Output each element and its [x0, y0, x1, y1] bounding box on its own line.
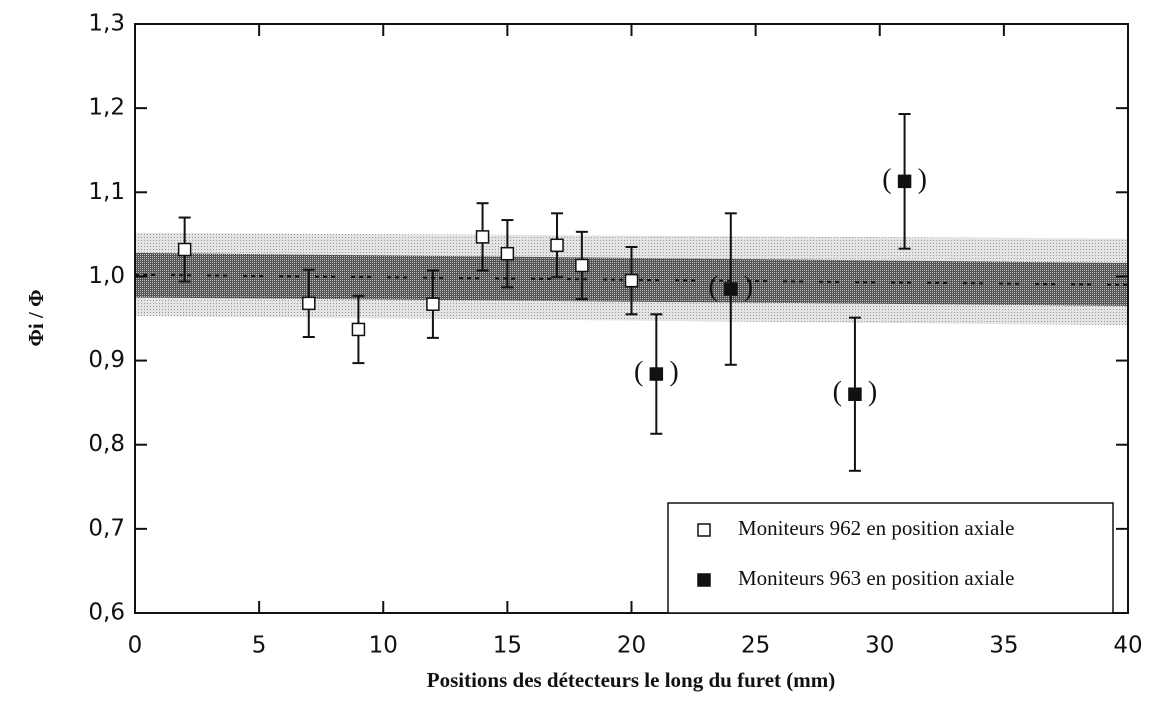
point: [351, 322, 366, 337]
legend-marker: [697, 523, 711, 537]
y-tick-label: 1,3: [88, 11, 125, 37]
y-tick-label: 1,0: [88, 263, 125, 289]
y-tick-label: 1,2: [88, 95, 125, 121]
point: [500, 246, 515, 261]
point: [649, 367, 664, 381]
y-tick-label: 0,9: [88, 347, 125, 373]
legend-box: [667, 502, 1114, 614]
point: [475, 230, 490, 244]
x-tick-label: 20: [617, 633, 646, 659]
x-tick-label: 25: [741, 633, 770, 659]
point: [426, 297, 440, 311]
x-tick-label: 5: [252, 633, 267, 659]
y-tick-label: 0,7: [88, 515, 125, 541]
x-tick-label: 10: [369, 633, 398, 659]
bracket: ): [669, 356, 678, 387]
x-tick-label: 40: [1113, 633, 1142, 659]
point: [550, 238, 564, 253]
y-tick-label: 0,6: [88, 600, 125, 626]
bracket: (: [634, 356, 643, 387]
point: [575, 258, 589, 273]
bracket: ): [868, 377, 877, 408]
legend-label: Moniteurs 962 en position axiale: [738, 516, 1014, 540]
bracket: (: [708, 271, 717, 302]
legend-marker: [697, 573, 711, 587]
point: [624, 273, 639, 288]
x-axis-label: Positions des détecteurs le long du fure…: [427, 668, 836, 692]
y-axis-label: Φi / Φ: [24, 290, 48, 347]
x-tick-label: 15: [493, 633, 522, 659]
point: [302, 296, 316, 311]
x-tick-label: 35: [989, 633, 1018, 659]
point: [724, 282, 738, 296]
legend-label: Moniteurs 963 en position axiale: [738, 566, 1014, 590]
x-tick-label: 30: [865, 633, 894, 659]
bracket: ): [744, 271, 753, 302]
bracket: ): [918, 164, 927, 195]
point: [848, 387, 862, 401]
bracket: (: [833, 377, 842, 408]
x-tick-label: 0: [128, 633, 143, 659]
y-tick-label: 0,8: [88, 431, 125, 457]
y-tick-label: 1,1: [88, 179, 125, 205]
point: [897, 174, 912, 189]
point: [177, 242, 192, 257]
bracket: (: [882, 164, 891, 195]
